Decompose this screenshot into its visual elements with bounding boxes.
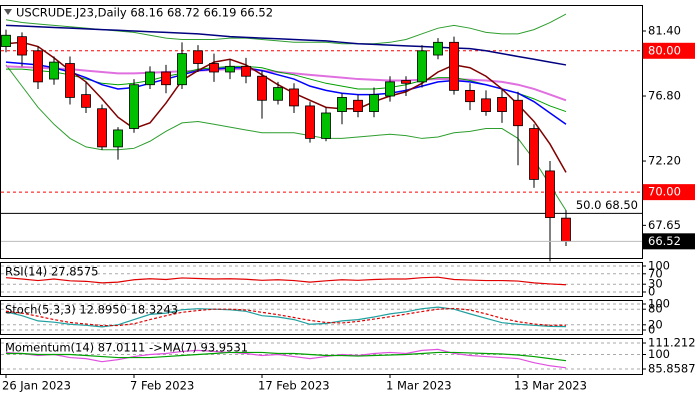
y-tick-label: 100 [648,347,670,361]
candle-body [369,94,379,112]
candle-body [241,65,251,77]
candle-body [337,97,347,112]
panel-frame [0,338,643,375]
x-tick-label: 17 Feb 2023 [258,379,330,393]
indicator-title: RSI(14) 27.8575 [5,265,99,279]
collapse-icon [4,9,12,15]
indicator-line [5,348,567,369]
candle-body [1,34,11,47]
x-tick-label: 1 Mar 2023 [386,379,452,393]
candle-body [97,108,107,148]
candle-body [161,71,171,86]
y-tick-label: 70 [648,266,663,280]
moving-average [5,61,567,125]
candle-body [321,112,331,139]
indicator-line [6,351,567,362]
x-tick-label: 26 Jan 2023 [2,379,71,393]
y-tick-label: 20 [648,317,663,331]
y-tick-label: 72.20 [648,154,681,168]
moving-average [5,41,567,173]
candle-body [129,84,139,129]
candle-body [273,87,283,101]
moving-average [6,65,567,113]
level-tag [643,184,695,201]
y-tick-label: 76.80 [648,89,681,103]
candle-body [49,61,59,80]
candle-body [209,63,219,73]
chart-title: USCRUDE.J23,Daily 68.16 68.72 66.19 66.5… [16,6,273,20]
level-label: 70.00 [648,185,681,199]
candle-body [289,88,299,107]
moving-average [5,65,567,102]
candle-body [529,128,539,180]
y-tick-label: 100 [648,259,670,273]
candle-body [257,75,267,101]
x-tick-label: 13 Mar 2023 [514,379,587,393]
candle-body [81,94,91,108]
candle-body [433,41,443,56]
candle-body [545,170,555,218]
indicator-line [5,307,567,327]
y-tick-label: 30 [648,277,663,291]
candle-body [513,99,523,127]
y-tick-label: 81.40 [648,24,681,38]
x-tick-label: 7 Feb 2023 [130,379,194,393]
candle-body [305,105,315,139]
indicator-title: Momentum(14) 87.0111 ->MA(7) 93.9531 [5,341,248,355]
level-label: 50.0 68.50 [576,198,638,212]
candle-body [481,98,491,112]
y-tick-label: 111.212 [648,336,696,350]
level-tag [643,42,695,59]
candle-body [353,99,363,112]
indicator-line [5,306,567,328]
y-tick-label: 67.65 [648,218,681,232]
y-tick-label: 0 [648,323,655,337]
last-price-tag [643,233,695,250]
candle-body [65,63,75,98]
y-tick-label: 80 [648,302,663,316]
level-label: 80.00 [648,43,681,57]
moving-average [5,24,567,66]
candle-body [113,129,123,148]
candle-body [193,50,203,64]
candle-body [465,89,475,103]
moving-average [5,64,567,211]
candle-body [417,50,427,83]
candle-body [497,97,507,112]
indicator-line [5,276,567,286]
y-tick-label: 85.8587 [648,362,696,376]
candle-body [561,217,571,242]
candle-body [33,50,43,83]
candle-body [401,80,411,84]
panel-frame [0,5,643,259]
last-price-label: 66.52 [648,234,681,248]
panel-frame [0,300,643,335]
y-tick-label: 0 [648,285,655,299]
indicator-title: Stoch(5,3,3) 12.8950 18.3243 [5,303,178,317]
candle-body [385,81,395,97]
candle-body [225,65,235,73]
candle-body [177,53,187,86]
candle-body [17,36,27,56]
y-tick-label: 100 [648,297,670,311]
panel-frame [0,262,643,297]
candle-body [145,71,155,86]
candle-body [449,41,459,91]
